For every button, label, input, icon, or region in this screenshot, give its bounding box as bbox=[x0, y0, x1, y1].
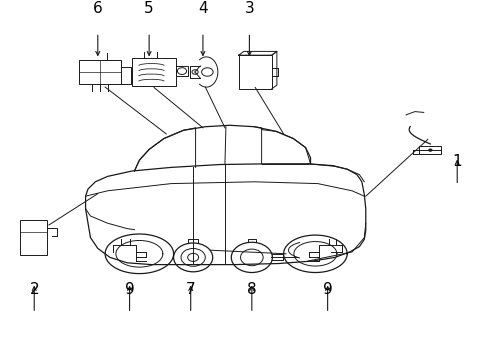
Text: 7: 7 bbox=[185, 282, 195, 297]
Bar bbox=[238, 55, 271, 89]
Circle shape bbox=[427, 149, 431, 152]
Text: 8: 8 bbox=[246, 282, 256, 297]
Text: 9: 9 bbox=[124, 282, 134, 297]
Bar bbox=[419, 146, 441, 154]
Text: 5: 5 bbox=[144, 1, 154, 16]
Text: 1: 1 bbox=[451, 154, 461, 169]
Text: 4: 4 bbox=[198, 1, 207, 16]
Bar bbox=[132, 58, 175, 86]
Text: 6: 6 bbox=[93, 1, 102, 16]
Text: 9: 9 bbox=[322, 282, 332, 297]
Bar bbox=[20, 220, 47, 256]
Text: 3: 3 bbox=[244, 1, 254, 16]
Bar bbox=[79, 60, 121, 84]
Bar bbox=[175, 66, 188, 76]
Text: 2: 2 bbox=[29, 282, 39, 297]
